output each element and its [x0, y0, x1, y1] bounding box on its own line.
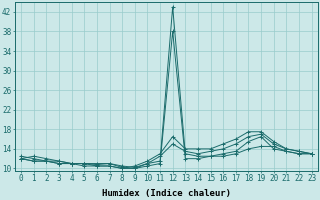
X-axis label: Humidex (Indice chaleur): Humidex (Indice chaleur)	[102, 189, 231, 198]
